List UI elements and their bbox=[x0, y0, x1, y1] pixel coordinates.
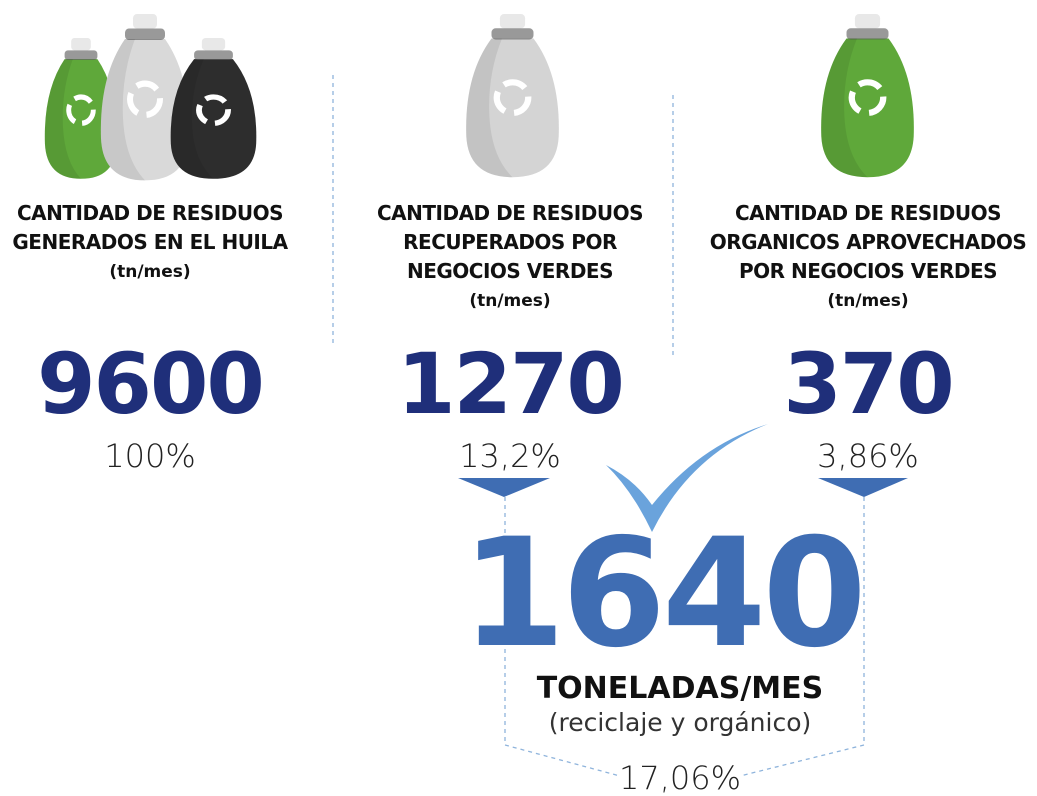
column-label: GENERADOS EN EL HUILA bbox=[12, 230, 288, 254]
bags-mixed bbox=[45, 14, 257, 180]
column-unit: (tn/mes) bbox=[827, 291, 908, 311]
total-value: 1640 bbox=[461, 507, 862, 681]
column-value: 370 bbox=[783, 335, 952, 433]
infographic: 1640 TONELADAS/MES (reciclaje y orgánico… bbox=[0, 0, 1037, 796]
canvas: 1640 TONELADAS/MES (reciclaje y orgánico… bbox=[0, 0, 1037, 796]
column-label: NEGOCIOS VERDES bbox=[407, 259, 613, 283]
column-value: 9600 bbox=[37, 335, 263, 433]
bag-organic bbox=[821, 14, 914, 177]
column-label: POR NEGOCIOS VERDES bbox=[739, 259, 997, 283]
total-note: (reciclaje y orgánico) bbox=[549, 708, 812, 737]
column-unit: (tn/mes) bbox=[109, 262, 190, 282]
total-percent: 17,06% bbox=[619, 759, 741, 796]
column-value: 1270 bbox=[397, 335, 623, 433]
column-unit: (tn/mes) bbox=[469, 291, 550, 311]
column-label: CANTIDAD DE RESIDUOS bbox=[17, 201, 283, 225]
column-label: ORGANICOS APROVECHADOS bbox=[710, 230, 1027, 254]
column-label: CANTIDAD DE RESIDUOS bbox=[735, 201, 1001, 225]
arrow-down bbox=[818, 478, 908, 497]
arrow-down bbox=[458, 478, 550, 497]
column-percent: 3,86% bbox=[817, 437, 919, 475]
column-label: RECUPERADOS POR bbox=[403, 230, 617, 254]
bag-recovered bbox=[466, 14, 559, 177]
column-percent: 100% bbox=[104, 437, 195, 475]
column-percent: 13,2% bbox=[459, 437, 561, 475]
total-unit: TONELADAS/MES bbox=[537, 671, 824, 706]
column-label: CANTIDAD DE RESIDUOS bbox=[377, 201, 643, 225]
